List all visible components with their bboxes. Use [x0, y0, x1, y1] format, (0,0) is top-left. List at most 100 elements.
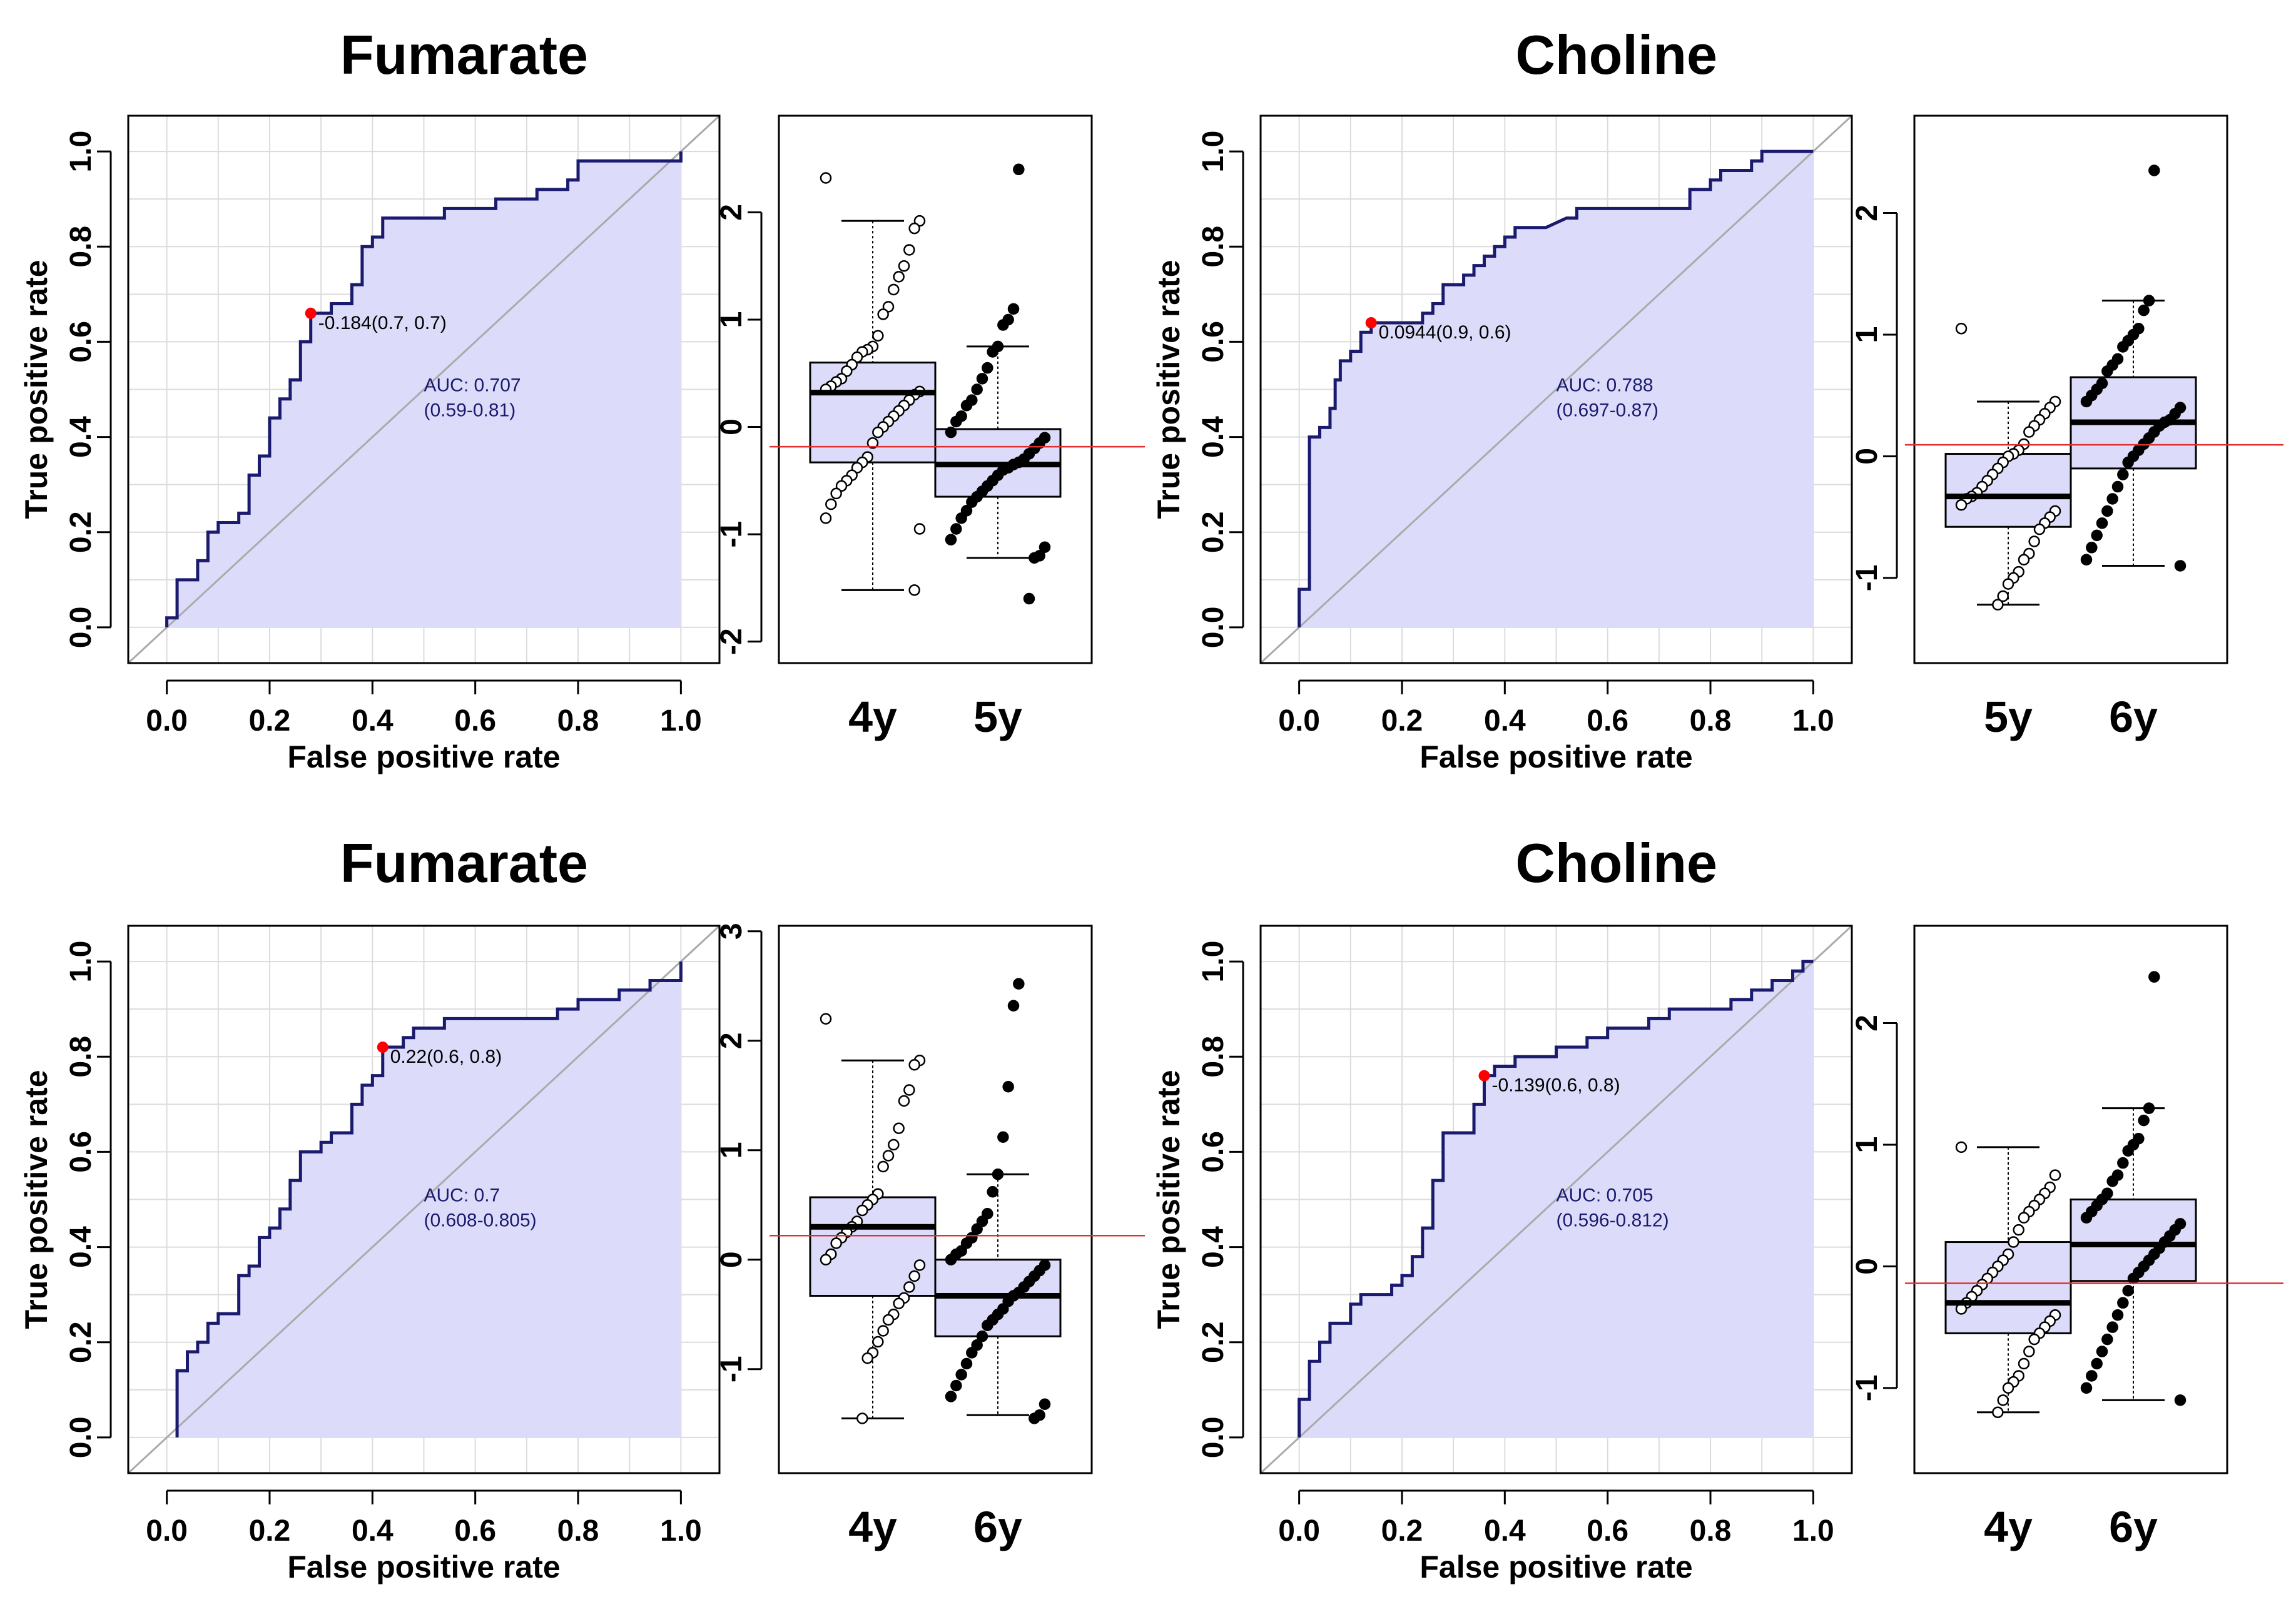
- data-point: [950, 1379, 962, 1392]
- x-tick-label: 0.6: [454, 1514, 496, 1548]
- y-tick-label: 0: [715, 1251, 748, 1268]
- data-point: [2018, 1357, 2030, 1370]
- x-category-label: 6y: [973, 1503, 1022, 1551]
- data-point: [945, 1391, 957, 1402]
- data-point: [2111, 1309, 2124, 1321]
- data-point: [2023, 426, 2035, 438]
- y-tick-label: 0.4: [64, 1226, 98, 1268]
- y-tick-label: 0.2: [64, 1321, 98, 1363]
- data-point: [2174, 1394, 2187, 1406]
- data-point: [2049, 1169, 2061, 1181]
- data-point: [2080, 1212, 2093, 1224]
- y-axis-label: True positive rate: [1151, 260, 1186, 519]
- y-tick-label: 0.4: [1197, 1226, 1230, 1268]
- data-point: [971, 1223, 983, 1235]
- auc-interval: (0.596-0.812): [1557, 1210, 1669, 1230]
- data-point: [893, 271, 905, 283]
- auc-area: [177, 961, 681, 1437]
- y-tick-label: 0.6: [64, 1131, 98, 1173]
- data-point: [913, 1259, 926, 1271]
- data-point: [2091, 1357, 2103, 1370]
- data-point: [971, 383, 983, 395]
- y-tick-label: -1: [715, 521, 748, 548]
- chart-title: Choline: [1515, 24, 1717, 86]
- roc-plot-0: -0.184(0.7, 0.7) AUC: 0.707 (0.59-0.81) 0.0…: [19, 24, 721, 774]
- roc-curve: [175, 961, 683, 1437]
- y-tick-label: 0.8: [1197, 226, 1230, 268]
- data-point: [987, 346, 998, 358]
- y-tick-label: 0.0: [64, 607, 98, 649]
- data-point: [2086, 1370, 2098, 1382]
- chart-title: Fumarate: [340, 24, 588, 86]
- data-point: [2117, 1157, 2129, 1169]
- y-axis: 0.0 0.2 0.4 0.6 0.8 1.0 True positive rate: [19, 131, 112, 649]
- data-point: [982, 1208, 993, 1220]
- data-point: [2096, 517, 2108, 529]
- data-point: [2018, 1212, 2030, 1224]
- data-point: [2028, 1333, 2040, 1346]
- auc-interval: (0.59-0.81): [424, 400, 516, 420]
- cutoff-point: [377, 1042, 389, 1053]
- data-point: [2018, 554, 2030, 565]
- data-point: [872, 426, 884, 439]
- diagonal-reference-line: [1261, 116, 1852, 663]
- y-axis-label: True positive rate: [19, 260, 54, 519]
- x-tick-label: 0.6: [454, 704, 496, 738]
- data-point: [820, 172, 832, 184]
- data-point: [2023, 1346, 2035, 1357]
- data-point: [955, 512, 967, 524]
- data-point: [908, 584, 920, 596]
- y-tick-label: 1: [715, 312, 748, 328]
- x-tick-label: 0.2: [249, 704, 291, 738]
- data-point: [2106, 1321, 2118, 1333]
- y-tick-label: 0.0: [1197, 607, 1230, 649]
- data-point: [2106, 1175, 2118, 1187]
- y-tick-label: 0.6: [1197, 321, 1230, 363]
- data-point: [2091, 529, 2103, 542]
- data-point: [966, 496, 978, 508]
- y-tick-label: 1: [1851, 327, 1884, 343]
- y-tick-label: 1: [715, 1142, 748, 1158]
- x-axis: 0.0 0.2 0.4 0.6 0.8 1.0 False positive rate: [1278, 679, 1834, 774]
- data-point: [1997, 590, 2009, 602]
- x-axis: 0.0 0.2 0.4 0.6 0.8 1.0 False positive rate: [1278, 1489, 1834, 1584]
- data-point: [856, 1204, 868, 1217]
- auc-interval: (0.608-0.805): [424, 1210, 537, 1230]
- x-tick-label: 1.0: [1792, 704, 1834, 738]
- data-point: [2101, 365, 2113, 377]
- diagonal-reference-line: [128, 116, 719, 663]
- x-tick-label: 1.0: [660, 704, 702, 738]
- data-point: [888, 1138, 900, 1151]
- data-point: [820, 1254, 832, 1265]
- data-point: [960, 1237, 973, 1249]
- data-point: [903, 244, 915, 256]
- x-tick-label: 0.0: [146, 1514, 188, 1548]
- plot-frame: [1259, 114, 1853, 664]
- y-axis-label: True positive rate: [1151, 1070, 1186, 1329]
- data-point: [997, 319, 1009, 331]
- auc-value: AUC: 0.707: [424, 375, 521, 395]
- y-tick-label: -1: [1851, 565, 1884, 592]
- data-point: [960, 1357, 973, 1370]
- data-point: [830, 487, 842, 500]
- y-axis: 0.0 0.2 0.4 0.6 0.8 1.0 True positive rate: [1151, 941, 1244, 1458]
- y-axis: -1 0 1 2 3: [715, 923, 763, 1382]
- roc-curve: [1298, 960, 1814, 1437]
- x-tick-label: 0.0: [1278, 704, 1320, 738]
- data-point: [903, 1084, 915, 1096]
- y-tick-label: 2: [715, 204, 748, 221]
- x-tick-label: 1.0: [660, 1514, 702, 1548]
- data-point: [898, 260, 910, 272]
- data-point: [2080, 1382, 2093, 1394]
- data-point: [1039, 541, 1051, 553]
- data-point: [1992, 599, 2004, 611]
- data-point: [950, 415, 962, 428]
- cutoff-label: 0.0944(0.9, 0.6): [1379, 322, 1511, 343]
- data-point: [893, 1122, 905, 1134]
- x-axis: 0.0 0.2 0.4 0.6 0.8 1.0 False positive rate: [146, 679, 702, 774]
- y-tick-label: 1.0: [1197, 941, 1230, 983]
- x-tick-label: 0.4: [352, 1514, 394, 1548]
- plot-frame: [127, 114, 721, 664]
- data-point: [997, 1131, 1009, 1143]
